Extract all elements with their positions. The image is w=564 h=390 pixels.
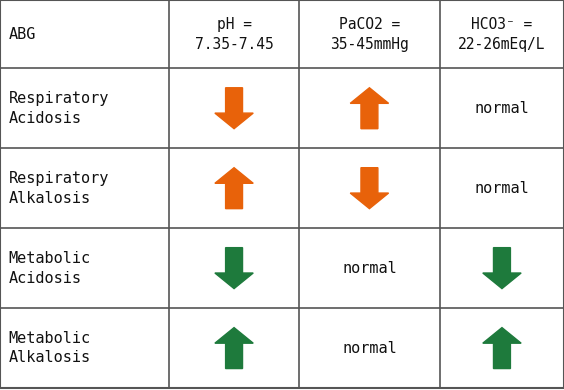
Text: normal: normal: [342, 261, 397, 276]
Text: HCO3⁻ =
22-26mEq/L: HCO3⁻ = 22-26mEq/L: [458, 17, 546, 51]
FancyArrow shape: [215, 328, 253, 369]
FancyArrow shape: [215, 88, 253, 129]
Text: ABG: ABG: [8, 27, 36, 42]
Text: PaCO2 =
35-45mmHg: PaCO2 = 35-45mmHg: [330, 17, 409, 51]
Text: normal: normal: [342, 340, 397, 356]
FancyArrow shape: [483, 328, 521, 369]
Text: normal: normal: [474, 101, 530, 116]
Text: pH =
7.35-7.45: pH = 7.35-7.45: [195, 17, 274, 51]
FancyArrow shape: [215, 248, 253, 289]
FancyArrow shape: [483, 248, 521, 289]
Text: Respiratory
Acidosis: Respiratory Acidosis: [8, 91, 109, 126]
Text: Respiratory
Alkalosis: Respiratory Alkalosis: [8, 171, 109, 206]
FancyArrow shape: [215, 168, 253, 209]
FancyArrow shape: [350, 88, 389, 129]
Text: Metabolic
Alkalosis: Metabolic Alkalosis: [8, 331, 91, 365]
FancyArrow shape: [350, 168, 389, 209]
Text: Metabolic
Acidosis: Metabolic Acidosis: [8, 251, 91, 285]
Text: normal: normal: [474, 181, 530, 196]
